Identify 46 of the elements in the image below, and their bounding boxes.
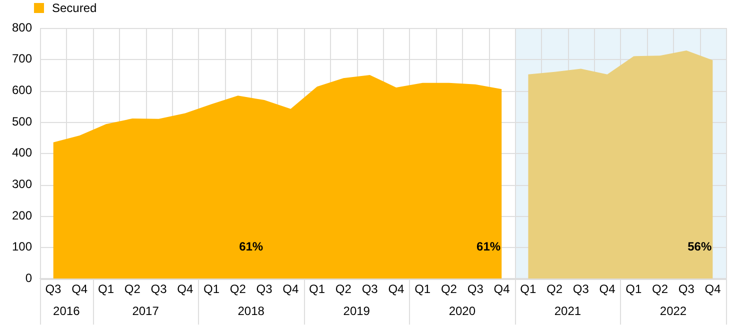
x-tick-label: Q1 [414, 282, 431, 296]
x-tick-label: Q2 [546, 282, 563, 296]
x-tick-label: Q3 [678, 282, 695, 296]
x-tick-label: Q3 [362, 282, 378, 296]
y-tick-label: 0 [25, 270, 32, 285]
x-tick-label: Q4 [282, 282, 299, 296]
annotation: 61% [476, 240, 501, 254]
x-tick-label: Q4 [72, 282, 88, 296]
y-tick-label: 100 [12, 240, 32, 254]
x-tick-label: Q3 [150, 282, 168, 296]
text: 2017 [132, 304, 160, 318]
x-tick-label: Q3 [572, 282, 590, 296]
x-tick-label: Q4 [599, 282, 616, 296]
x-tick-label: Q1 [520, 282, 536, 296]
text: 2019 [343, 304, 370, 318]
y-tick-label: 400 [12, 146, 32, 160]
x-tick-label: Q2 [652, 282, 668, 296]
x-tick-label: Q3 [45, 282, 62, 296]
x-tick-label: Q1 [98, 282, 114, 296]
x-tick-label: Q4 [494, 282, 510, 296]
text: 2016 [53, 304, 80, 318]
x-tick-label: Q4 [704, 282, 722, 296]
annotation: 56% [688, 240, 712, 254]
x-tick-label: Q2 [440, 282, 458, 296]
x-tick-label: Q3 [256, 282, 273, 296]
x-tick-label: Q1 [309, 282, 326, 296]
x-tick-label: Q2 [124, 282, 141, 296]
y-tick-label: 300 [12, 176, 32, 191]
text: 2022 [660, 304, 687, 318]
y-tick-label: 800 [12, 20, 32, 34]
legend-label: Secured [52, 1, 97, 15]
text: 2021 [554, 304, 582, 318]
x-tick-label: Q3 [467, 282, 484, 296]
text: 2018 [238, 304, 265, 318]
y-tick-label: 200 [12, 208, 32, 222]
annotation: 61% [239, 240, 264, 254]
y-tick-label: 500 [12, 114, 32, 128]
x-tick-label: Q2 [230, 282, 246, 296]
x-tick-label: Q2 [335, 282, 352, 296]
text: 2020 [448, 304, 476, 318]
y-tick-label: 600 [12, 82, 32, 97]
x-tick-label: Q1 [626, 282, 642, 296]
x-tick-label: Q4 [388, 282, 405, 296]
x-tick-label: Q4 [177, 282, 194, 296]
x-tick-label: Q1 [204, 282, 220, 296]
y-tick-label: 700 [12, 52, 32, 66]
